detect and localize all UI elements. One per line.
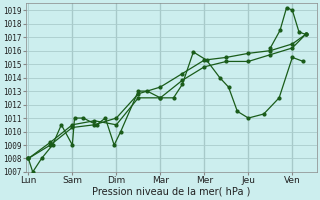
X-axis label: Pression niveau de la mer( hPa ): Pression niveau de la mer( hPa ) xyxy=(92,187,251,197)
